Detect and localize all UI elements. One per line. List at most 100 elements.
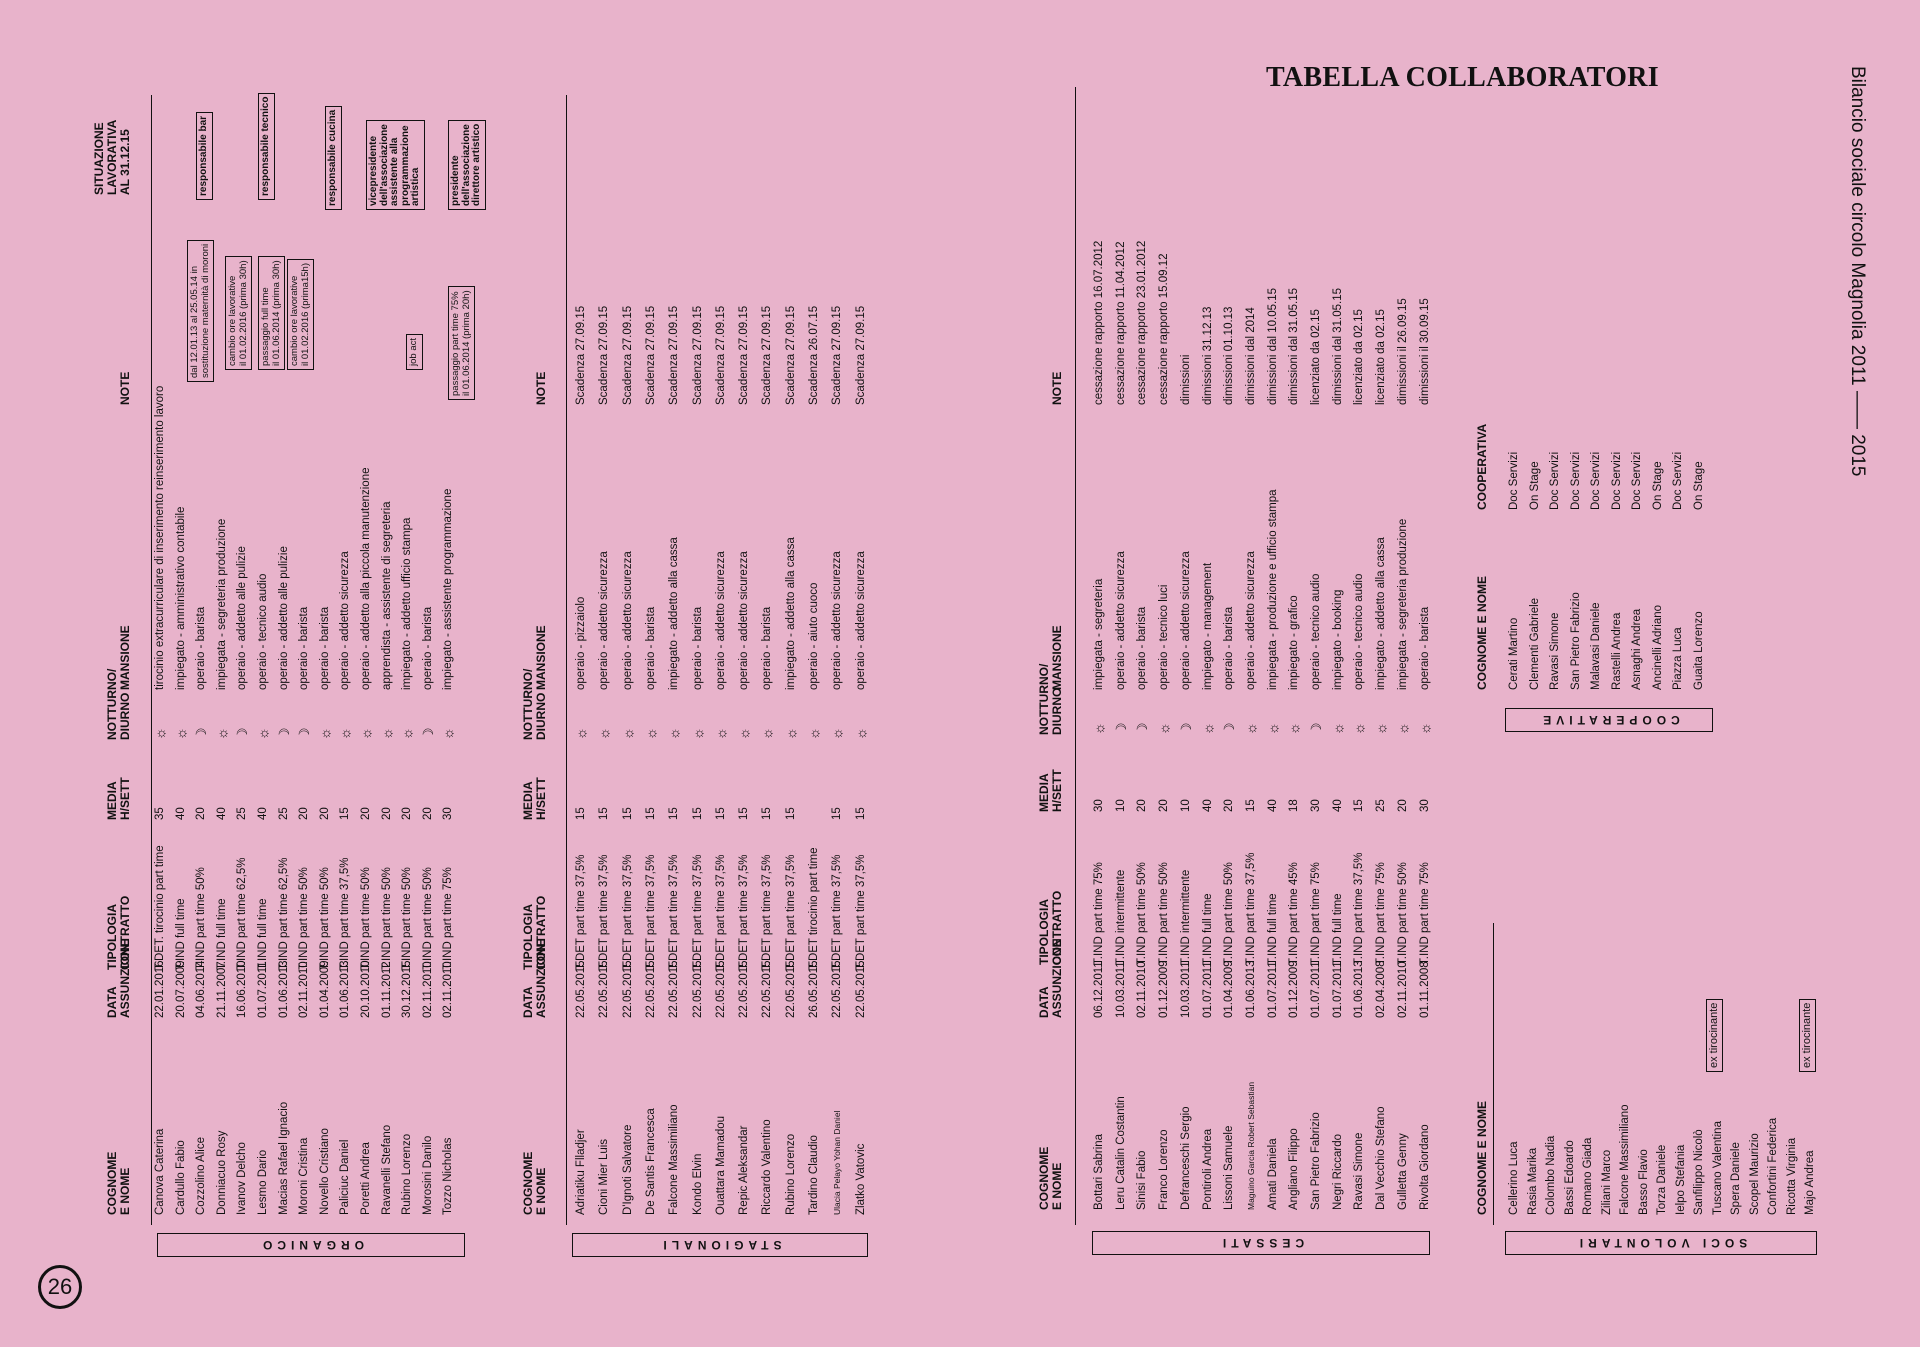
row-media: 15 (691, 807, 704, 820)
row-nome: Falcone Massimiliano (668, 1104, 681, 1215)
coop-cooperativa: Doc Servizi (1590, 451, 1602, 510)
row-media: 30 (1310, 799, 1322, 812)
section-label-organico-text: ORGANICO (258, 1238, 364, 1252)
row-media: 30 (442, 807, 455, 820)
coop-cooperativa: On Stage (1692, 461, 1705, 510)
row-media: 25 (236, 807, 249, 820)
moon-icon: ☽ (296, 727, 313, 740)
row-media: 20 (1158, 799, 1171, 812)
row-media: 25 (277, 807, 290, 820)
row-tipologia: T.IND part time 50% (360, 867, 372, 970)
row-tipologia: T.IND part time 37,5% (1353, 852, 1366, 965)
sun-icon: ☼ (573, 727, 589, 740)
header-media: MEDIA H/SETT (105, 777, 132, 820)
row-tipologia: T.IND part time 75% (1093, 862, 1105, 965)
sun-icon: ☼ (440, 727, 457, 740)
row-tipologia: T.DET part time 37,5% (784, 854, 797, 970)
row-tipologia: T.IND full time (174, 898, 187, 970)
row-nome: Lesmo Dario (257, 1149, 269, 1215)
row-media: 25 (1375, 799, 1388, 812)
row-mansione: impiegato - addetto ufficio stampa (401, 517, 414, 690)
row-tipologia: T.DET part time 37,5% (598, 854, 611, 970)
row-media: 40 (1331, 799, 1344, 812)
row-media: 20 (421, 807, 434, 820)
situazione-lesmo: responsabile tecnico (258, 92, 275, 200)
row-media: 40 (1266, 799, 1279, 812)
ex-tirocinante-badge: ex tirocinante (1706, 998, 1723, 1072)
row-tipologia: T.IND part time 75% (442, 867, 455, 970)
row-media: 40 (215, 807, 228, 820)
row-data: 01.04.2009 (1223, 960, 1236, 1018)
row-mansione: tirocinio extracurriculare di inseriment… (154, 385, 166, 690)
ex-tirocinante-badge: ex tirocinante (1799, 998, 1816, 1072)
row-nome: Repic Aleksandar (738, 1125, 751, 1216)
row-note: licenziato da 02.15 (1375, 309, 1388, 405)
row-note: Scadenza 27.09.15 (668, 305, 681, 405)
moon-icon: ☽ (1221, 722, 1238, 735)
coop-nome: Malavasi Daniele (1590, 602, 1602, 690)
soci-name: Basso Flavio (1637, 1149, 1650, 1215)
row-nome: Poretti Andrea (360, 1142, 372, 1215)
row-tipologia: T.DET part time 37,5% (854, 854, 867, 970)
soci-name: Scopel Maurizio (1748, 1133, 1761, 1215)
row-note: dimissioni dal 31.05.15 (1288, 288, 1301, 405)
row-nome: Riccardo Valentino (761, 1119, 774, 1215)
soci-name: Majo Andrea (1804, 1150, 1816, 1215)
row-mansione: operaio - tecnico audio (257, 573, 269, 690)
coop-cooperativa: Doc Servizi (1672, 451, 1684, 510)
row-data: 01.11.2008 (1418, 961, 1431, 1018)
row-nome: D'Ignoti Salvatore (621, 1124, 634, 1215)
row-tipologia: T.DET part time 37,5% (831, 854, 844, 970)
situazione-novello: responsabile cucina (325, 105, 342, 210)
moon-icon: ☽ (1308, 722, 1324, 735)
row-tipologia: T.IND full time (257, 898, 269, 970)
row-mansione: impiegato - management (1201, 562, 1214, 690)
coop-nome: Piazza Luca (1672, 627, 1684, 690)
row-nome: Negri Riccardo (1331, 1133, 1344, 1210)
row-data: 10.03.2011 (1179, 961, 1192, 1018)
divider-stagionali (566, 95, 567, 1225)
sun-icon: ☼ (255, 727, 271, 740)
row-mansione: operaio - barista (691, 606, 704, 690)
row-mansione: operaio - pizzaiolo (575, 596, 587, 690)
coop-cooperativa: Doc Servizi (1508, 451, 1520, 510)
section-label-soci-volontari: SOCI VOLONTARI (1505, 1231, 1817, 1255)
header-coop-nome: COGNOME E NOME (1475, 575, 1489, 690)
row-note: dimissioni 01.10.13 (1223, 306, 1236, 405)
sun-icon: ☼ (337, 727, 354, 740)
row-tipologia: T.IND full time (1201, 893, 1214, 965)
row-data: 01.07.2011 (1331, 961, 1344, 1018)
sun-icon: ☼ (399, 727, 416, 740)
section-label-stagionali-text: STAGIONALI (658, 1238, 782, 1252)
row-mansione: operaio - addetto sicurezza (339, 551, 352, 690)
soci-name: Colombo Nadia (1545, 1135, 1557, 1215)
moon-icon: ☽ (1134, 722, 1151, 735)
row-nome: Ulacia Pelayo Yohan Daniel (832, 1110, 843, 1215)
row-nome: Rubino Lorenzo (401, 1133, 414, 1215)
row-note: dimissioni il 26.09.15 (1396, 298, 1409, 405)
sun-icon: ☼ (736, 727, 753, 740)
row-media: 40 (257, 807, 269, 820)
row-note: Scadenza 27.09.15 (714, 305, 727, 405)
row-nome: Zlatko Vatovic (854, 1143, 867, 1215)
row-media: 40 (174, 807, 187, 820)
row-media: 40 (1201, 799, 1214, 812)
row-note: cessazione rapporto 23.01.2012 (1136, 240, 1149, 405)
row-tipologia: T.IND part time 50% (1136, 862, 1149, 965)
row-mansione: operaio - addetto sicurezza (1114, 551, 1127, 690)
sun-icon: ☼ (1416, 722, 1433, 735)
situazione-ravanelli: vicepresidente dell'associazione assiste… (366, 120, 425, 210)
row-mansione: operaio - barista (644, 606, 657, 690)
header-nome: COGNOME E NOME (521, 1151, 548, 1215)
moon-icon: ☽ (193, 727, 210, 740)
row-tipologia: T.IND part time 37,5% (1244, 852, 1257, 965)
row-mansione: impiegato - addetto alla cassa (1375, 537, 1388, 690)
row-note: cessazione rapporto 16.07.2012 (1093, 240, 1105, 405)
row-tipologia: T.IND part time 62,5% (236, 857, 249, 970)
row-nome: Novello Cristiano (318, 1128, 331, 1215)
coop-nome: San Pietro Fabrizio (1569, 592, 1582, 690)
sun-icon: ☼ (1329, 722, 1346, 735)
row-mansione: operaio - tecnico luci (1158, 584, 1171, 690)
row-note: Scadenza 27.09.15 (854, 305, 867, 405)
coop-nome: Ravasi Simone (1549, 612, 1561, 690)
